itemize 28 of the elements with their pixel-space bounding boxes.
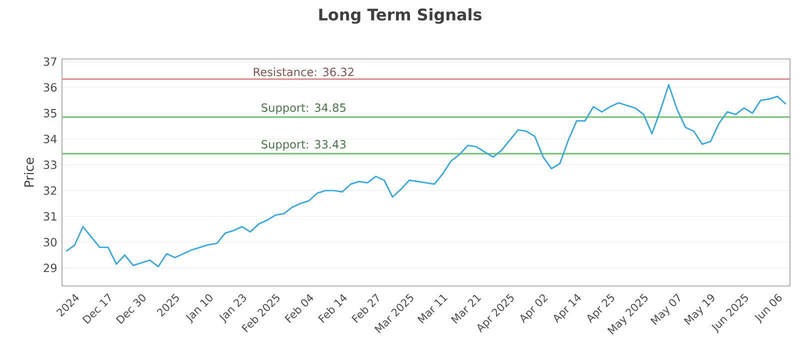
x-tick-label: Feb 14 xyxy=(318,294,347,323)
y-tick-label: 33 xyxy=(44,160,56,170)
ref-line-label: Support: 34.85 xyxy=(262,103,346,114)
x-tick-label: Jan 10 xyxy=(186,294,212,324)
x-tick-label: Apr 14 xyxy=(554,294,581,324)
y-tick-label: 36 xyxy=(44,83,57,92)
x-tick-label: Jun 06 xyxy=(754,294,782,324)
y-tick-label: 37 xyxy=(44,57,56,66)
y-tick-label: 34 xyxy=(44,134,57,144)
y-tick-label: 30 xyxy=(44,238,57,246)
x-tick-label: Feb 27 xyxy=(351,294,379,323)
y-tick-label: 32 xyxy=(44,186,56,195)
y-tick-label: 35 xyxy=(44,108,56,118)
x-tick-label: Mar 21 xyxy=(450,294,482,324)
x-tick-label: Dec 30 xyxy=(116,294,146,324)
x-tick-label: Jan 23 xyxy=(219,294,246,324)
y-tick-label: 29 xyxy=(44,264,57,272)
x-tick-label: Apr 02 xyxy=(520,294,548,324)
y-tick-label: 31 xyxy=(44,212,56,221)
x-tick-label: Dec 17 xyxy=(82,293,111,324)
chart-title: Long Term Signals xyxy=(319,8,482,24)
ref-line-label: Support: 33.43 xyxy=(262,140,346,151)
x-tick-label: Apr 25 xyxy=(587,294,614,324)
x-tick-label: Feb 04 xyxy=(284,294,314,323)
y-axis-title: Price xyxy=(24,158,34,187)
line-series xyxy=(65,84,787,268)
ref-line-label: Resistance: 36.32 xyxy=(254,67,354,76)
x-tick-label: Mar 11 xyxy=(417,294,448,324)
